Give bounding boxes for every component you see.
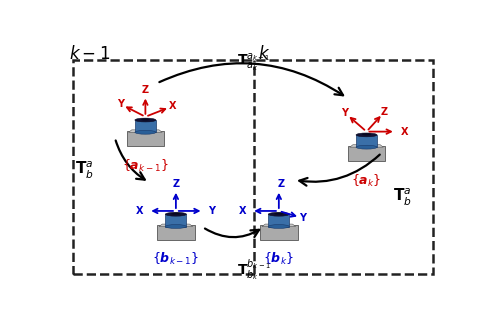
- Text: Y: Y: [117, 99, 123, 109]
- FancyBboxPatch shape: [157, 225, 194, 240]
- Polygon shape: [350, 145, 383, 147]
- Text: Y: Y: [208, 206, 215, 216]
- FancyBboxPatch shape: [127, 131, 164, 146]
- Bar: [356, 135, 377, 147]
- Bar: [73, 60, 433, 274]
- Text: X: X: [136, 206, 144, 216]
- FancyBboxPatch shape: [348, 146, 385, 161]
- Text: Y: Y: [299, 213, 306, 223]
- Polygon shape: [128, 130, 162, 132]
- Text: X: X: [400, 127, 408, 137]
- Ellipse shape: [135, 118, 156, 122]
- Ellipse shape: [165, 212, 186, 216]
- Ellipse shape: [172, 213, 180, 214]
- Text: X: X: [239, 206, 246, 216]
- Ellipse shape: [268, 225, 289, 228]
- Text: $\{\boldsymbol{a}_{k}\}$: $\{\boldsymbol{a}_{k}\}$: [351, 173, 382, 189]
- Text: Z: Z: [141, 85, 149, 95]
- Text: Z: Z: [277, 179, 284, 189]
- Bar: [268, 214, 289, 226]
- Text: $\mathbf{T}^{a_{k-1}}_{a_k}$: $\mathbf{T}^{a_{k-1}}_{a_k}$: [237, 51, 271, 73]
- Text: X: X: [169, 101, 176, 111]
- Text: $\mathbf{T}^{b_{k-1}}_{b_k}$: $\mathbf{T}^{b_{k-1}}_{b_k}$: [237, 258, 271, 283]
- Text: $\{\boldsymbol{b}_{k-1}\}$: $\{\boldsymbol{b}_{k-1}\}$: [153, 251, 199, 267]
- Text: $\mathbf{T}^{a}_{b}$: $\mathbf{T}^{a}_{b}$: [394, 187, 412, 208]
- Text: $k-1$: $k-1$: [69, 45, 110, 63]
- Bar: [135, 120, 156, 132]
- Ellipse shape: [141, 119, 150, 120]
- Text: Z: Z: [381, 107, 388, 117]
- Ellipse shape: [356, 133, 377, 137]
- Ellipse shape: [275, 213, 283, 214]
- Ellipse shape: [135, 130, 156, 134]
- Ellipse shape: [268, 212, 289, 216]
- Text: $\mathbf{T}^{a}_{b}$: $\mathbf{T}^{a}_{b}$: [75, 159, 94, 181]
- Polygon shape: [262, 224, 296, 226]
- Text: $\{\boldsymbol{a}_{k-1}\}$: $\{\boldsymbol{a}_{k-1}\}$: [122, 158, 169, 174]
- Bar: [165, 214, 186, 226]
- Text: Y: Y: [341, 108, 348, 118]
- Polygon shape: [159, 224, 193, 226]
- Text: $\{\boldsymbol{b}_{k}\}$: $\{\boldsymbol{b}_{k}\}$: [263, 251, 294, 267]
- Text: $k$: $k$: [258, 45, 270, 63]
- Ellipse shape: [362, 134, 371, 135]
- Ellipse shape: [165, 225, 186, 228]
- Ellipse shape: [356, 145, 377, 149]
- Text: Z: Z: [172, 179, 180, 189]
- FancyBboxPatch shape: [260, 225, 298, 240]
